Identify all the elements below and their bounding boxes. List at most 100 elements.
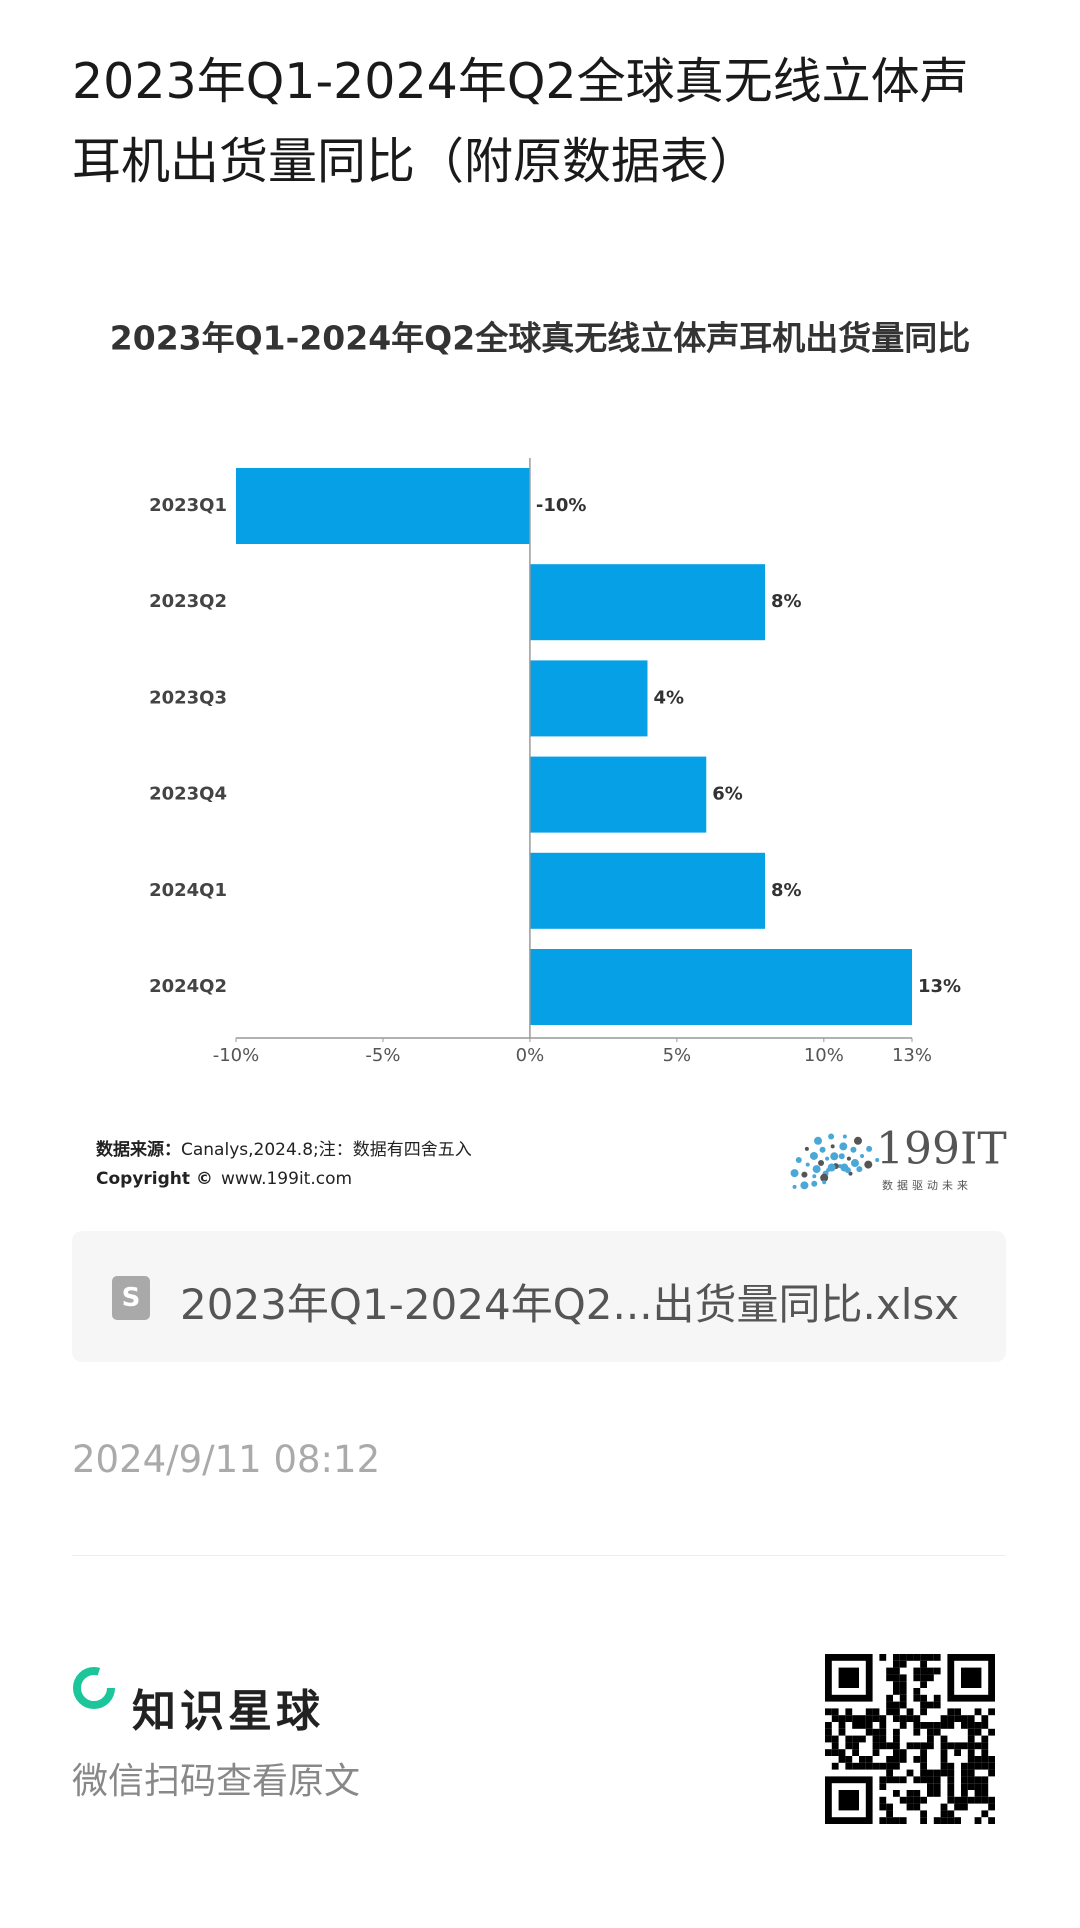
qr-cell bbox=[961, 1776, 968, 1784]
attachment[interactable]: S 2023年Q1-2024年Q2...出货量同比.xlsx bbox=[72, 1231, 1006, 1362]
qr-cell bbox=[981, 1756, 989, 1763]
logo-dot bbox=[801, 1171, 808, 1178]
qr-cell bbox=[859, 1715, 866, 1722]
qr-cell bbox=[865, 1756, 873, 1763]
qr-cell bbox=[947, 1762, 955, 1770]
qr-cell bbox=[838, 1749, 846, 1756]
logo-dot bbox=[804, 1146, 809, 1151]
qr-cell bbox=[933, 1769, 941, 1777]
qr-cell bbox=[906, 1742, 914, 1750]
qr-cell bbox=[981, 1796, 989, 1804]
page-title: 2023年Q1-2024年Q2全球真无线立体声耳机出货量同比（附原数据表） bbox=[72, 53, 969, 190]
logo-dot bbox=[818, 1160, 825, 1167]
qr-cell bbox=[852, 1722, 859, 1729]
qr-cell bbox=[920, 1817, 927, 1824]
qr-cell bbox=[920, 1674, 927, 1682]
qr-cell bbox=[920, 1654, 927, 1661]
qr-cell bbox=[927, 1667, 934, 1675]
logo-dot bbox=[795, 1157, 802, 1164]
qr-cell bbox=[967, 1722, 975, 1729]
qr-cell bbox=[893, 1742, 900, 1750]
qr-cell bbox=[940, 1715, 948, 1722]
qr-cell bbox=[920, 1667, 927, 1675]
qr-cell bbox=[872, 1749, 880, 1756]
qr-cell bbox=[933, 1817, 941, 1824]
logo-dot bbox=[842, 1134, 847, 1139]
qr-cell bbox=[872, 1708, 880, 1716]
qr-cell bbox=[831, 1742, 839, 1750]
qr-cell bbox=[920, 1796, 927, 1804]
qr-cell bbox=[886, 1817, 893, 1824]
qr-cell bbox=[886, 1762, 893, 1770]
qr-cell bbox=[886, 1701, 893, 1709]
qr-cell bbox=[845, 1742, 853, 1750]
qr-cell bbox=[838, 1715, 846, 1722]
qr-cell bbox=[954, 1803, 961, 1811]
qr-cell bbox=[947, 1769, 955, 1777]
qr-cell bbox=[879, 1803, 887, 1811]
qr-cell bbox=[940, 1817, 948, 1824]
bar bbox=[529, 852, 766, 929]
qr-cell bbox=[899, 1681, 907, 1688]
qr-cell bbox=[859, 1722, 866, 1729]
qr-cell bbox=[886, 1674, 893, 1682]
qr-cell bbox=[967, 1756, 975, 1763]
qr-cell bbox=[913, 1654, 921, 1661]
y-tick-label: 2023Q1 bbox=[149, 495, 227, 516]
qr-cell bbox=[893, 1790, 900, 1797]
qr-cell bbox=[927, 1722, 934, 1729]
qr-finder bbox=[838, 1667, 859, 1688]
qr-cell bbox=[893, 1708, 900, 1716]
qr-cell bbox=[940, 1769, 948, 1777]
qr-cell bbox=[981, 1722, 989, 1729]
qr-cell bbox=[879, 1728, 887, 1736]
qr-cell bbox=[920, 1810, 927, 1818]
y-tick-label: 2024Q1 bbox=[149, 880, 227, 901]
bar bbox=[236, 468, 530, 544]
qr-cell bbox=[954, 1817, 961, 1824]
qr-cell bbox=[886, 1742, 893, 1750]
qr-cell bbox=[906, 1790, 914, 1797]
bar bbox=[529, 660, 648, 737]
logo-dot bbox=[820, 1173, 829, 1182]
qr-cell bbox=[927, 1769, 934, 1777]
qr-cell bbox=[872, 1735, 880, 1743]
qr-cell bbox=[933, 1776, 941, 1784]
logo-dot bbox=[828, 1133, 835, 1140]
qr-cell bbox=[913, 1715, 921, 1722]
qr-cell bbox=[954, 1708, 961, 1716]
qr-cell bbox=[961, 1715, 968, 1722]
qr-cell bbox=[906, 1708, 914, 1716]
qr-cell bbox=[906, 1654, 914, 1661]
qr-cell bbox=[893, 1667, 900, 1675]
qr-cell bbox=[825, 1735, 832, 1743]
copyright-url: www.199it.com bbox=[221, 1169, 352, 1189]
value-label: 4% bbox=[653, 687, 684, 708]
qr-cell bbox=[886, 1708, 893, 1716]
qr-cell bbox=[859, 1735, 866, 1743]
value-label: 6% bbox=[712, 784, 743, 805]
qr-cell bbox=[893, 1817, 900, 1824]
qr-cell bbox=[893, 1701, 900, 1709]
qr-cell bbox=[981, 1735, 989, 1743]
qr-cell bbox=[831, 1735, 839, 1743]
qr-cell bbox=[899, 1654, 907, 1661]
qr-cell bbox=[974, 1790, 982, 1797]
logo-dot bbox=[860, 1153, 865, 1158]
qr-cell bbox=[940, 1810, 948, 1818]
qr-cell bbox=[967, 1783, 975, 1790]
qr-cell bbox=[845, 1735, 853, 1743]
qr-cell bbox=[893, 1728, 900, 1736]
logo-dot bbox=[819, 1146, 826, 1153]
qr-cell bbox=[859, 1756, 866, 1763]
qr-cell bbox=[906, 1715, 914, 1722]
date: 2024/9/11 08:12 bbox=[72, 1438, 381, 1481]
qr-cell bbox=[913, 1796, 921, 1804]
qr-cell bbox=[961, 1762, 968, 1770]
source-text: Canalys,2024.8;注：数据有四舍五入 bbox=[181, 1140, 472, 1160]
file-name[interactable]: 2023年Q1-2024年Q2...出货量同比.xlsx bbox=[180, 1280, 960, 1329]
qr-cell bbox=[913, 1674, 921, 1682]
qr-cell bbox=[920, 1762, 927, 1770]
qr-cell bbox=[920, 1660, 927, 1668]
